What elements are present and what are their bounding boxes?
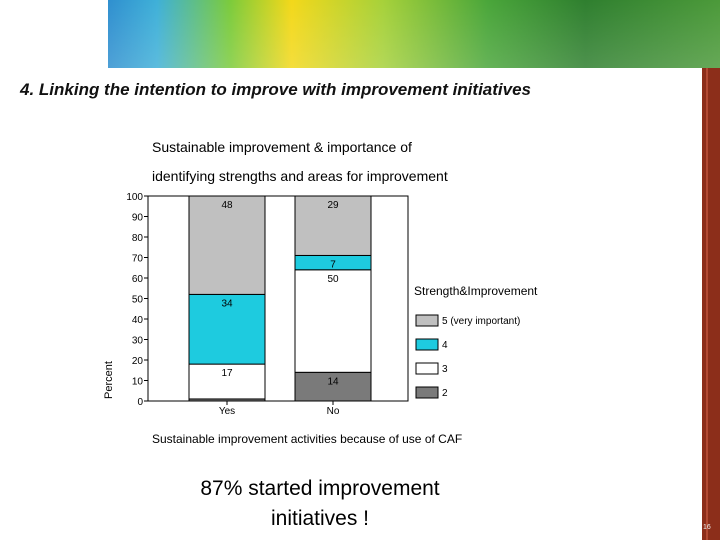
legend-entry: 2 <box>442 388 448 399</box>
data-label: 29 <box>327 200 339 211</box>
y-tick-label: 10 <box>132 377 144 388</box>
y-tick-label: 40 <box>132 315 144 326</box>
slide-number: 16 <box>703 524 711 531</box>
data-label: 17 <box>221 368 233 379</box>
x-axis-label: Sustainable improvement activities becau… <box>152 432 462 446</box>
y-tick-label: 90 <box>132 213 144 224</box>
y-tick-label: 0 <box>137 397 143 408</box>
legend-swatch <box>415 362 439 375</box>
chart-title-line2: identifying strengths and areas for impr… <box>152 168 448 184</box>
x-tick-label: No <box>327 406 340 417</box>
legend-swatch <box>415 338 439 351</box>
y-tick-label: 20 <box>132 356 144 367</box>
legend-swatch <box>415 314 439 327</box>
legend-title: Strength&Improvement <box>414 284 538 298</box>
chart-marks: 0102030405060708090100173448Yes1450729No… <box>126 192 520 417</box>
slide-heading: 4. Linking the intention to improve with… <box>20 80 531 99</box>
bar-segment <box>188 195 266 295</box>
y-tick-label: 80 <box>132 233 144 244</box>
y-tick-label: 70 <box>132 254 144 265</box>
y-tick-label: 60 <box>132 274 144 285</box>
data-label: 50 <box>327 274 339 285</box>
x-tick-label: Yes <box>219 406 235 417</box>
header-banner <box>108 0 720 68</box>
y-tick-label: 100 <box>126 192 143 203</box>
legend-entry: 3 <box>442 364 448 375</box>
legend-entry: 5 (very important) <box>442 316 520 327</box>
right-accent-bar-highlight <box>706 68 708 540</box>
data-label: 34 <box>221 298 233 309</box>
bar-segment <box>188 293 266 365</box>
callout-line-1: 87% started improvement <box>200 477 440 500</box>
y-tick-label: 50 <box>132 295 144 306</box>
chart-title-line1: Sustainable improvement & importance of <box>152 139 412 155</box>
header-banner-overlay <box>108 0 720 68</box>
callout-text: 87% started improvement initiatives ! <box>120 474 520 534</box>
y-tick-label: 30 <box>132 336 144 347</box>
callout-line-2: initiatives ! <box>270 507 370 530</box>
legend-swatch <box>415 386 439 399</box>
data-label: 48 <box>221 200 233 211</box>
bar-segment <box>294 195 372 256</box>
bar-segment <box>294 269 372 373</box>
y-axis-label: Percent <box>103 361 115 399</box>
data-label: 7 <box>330 259 336 270</box>
data-label: 14 <box>327 376 339 387</box>
legend-entry: 4 <box>442 340 448 351</box>
